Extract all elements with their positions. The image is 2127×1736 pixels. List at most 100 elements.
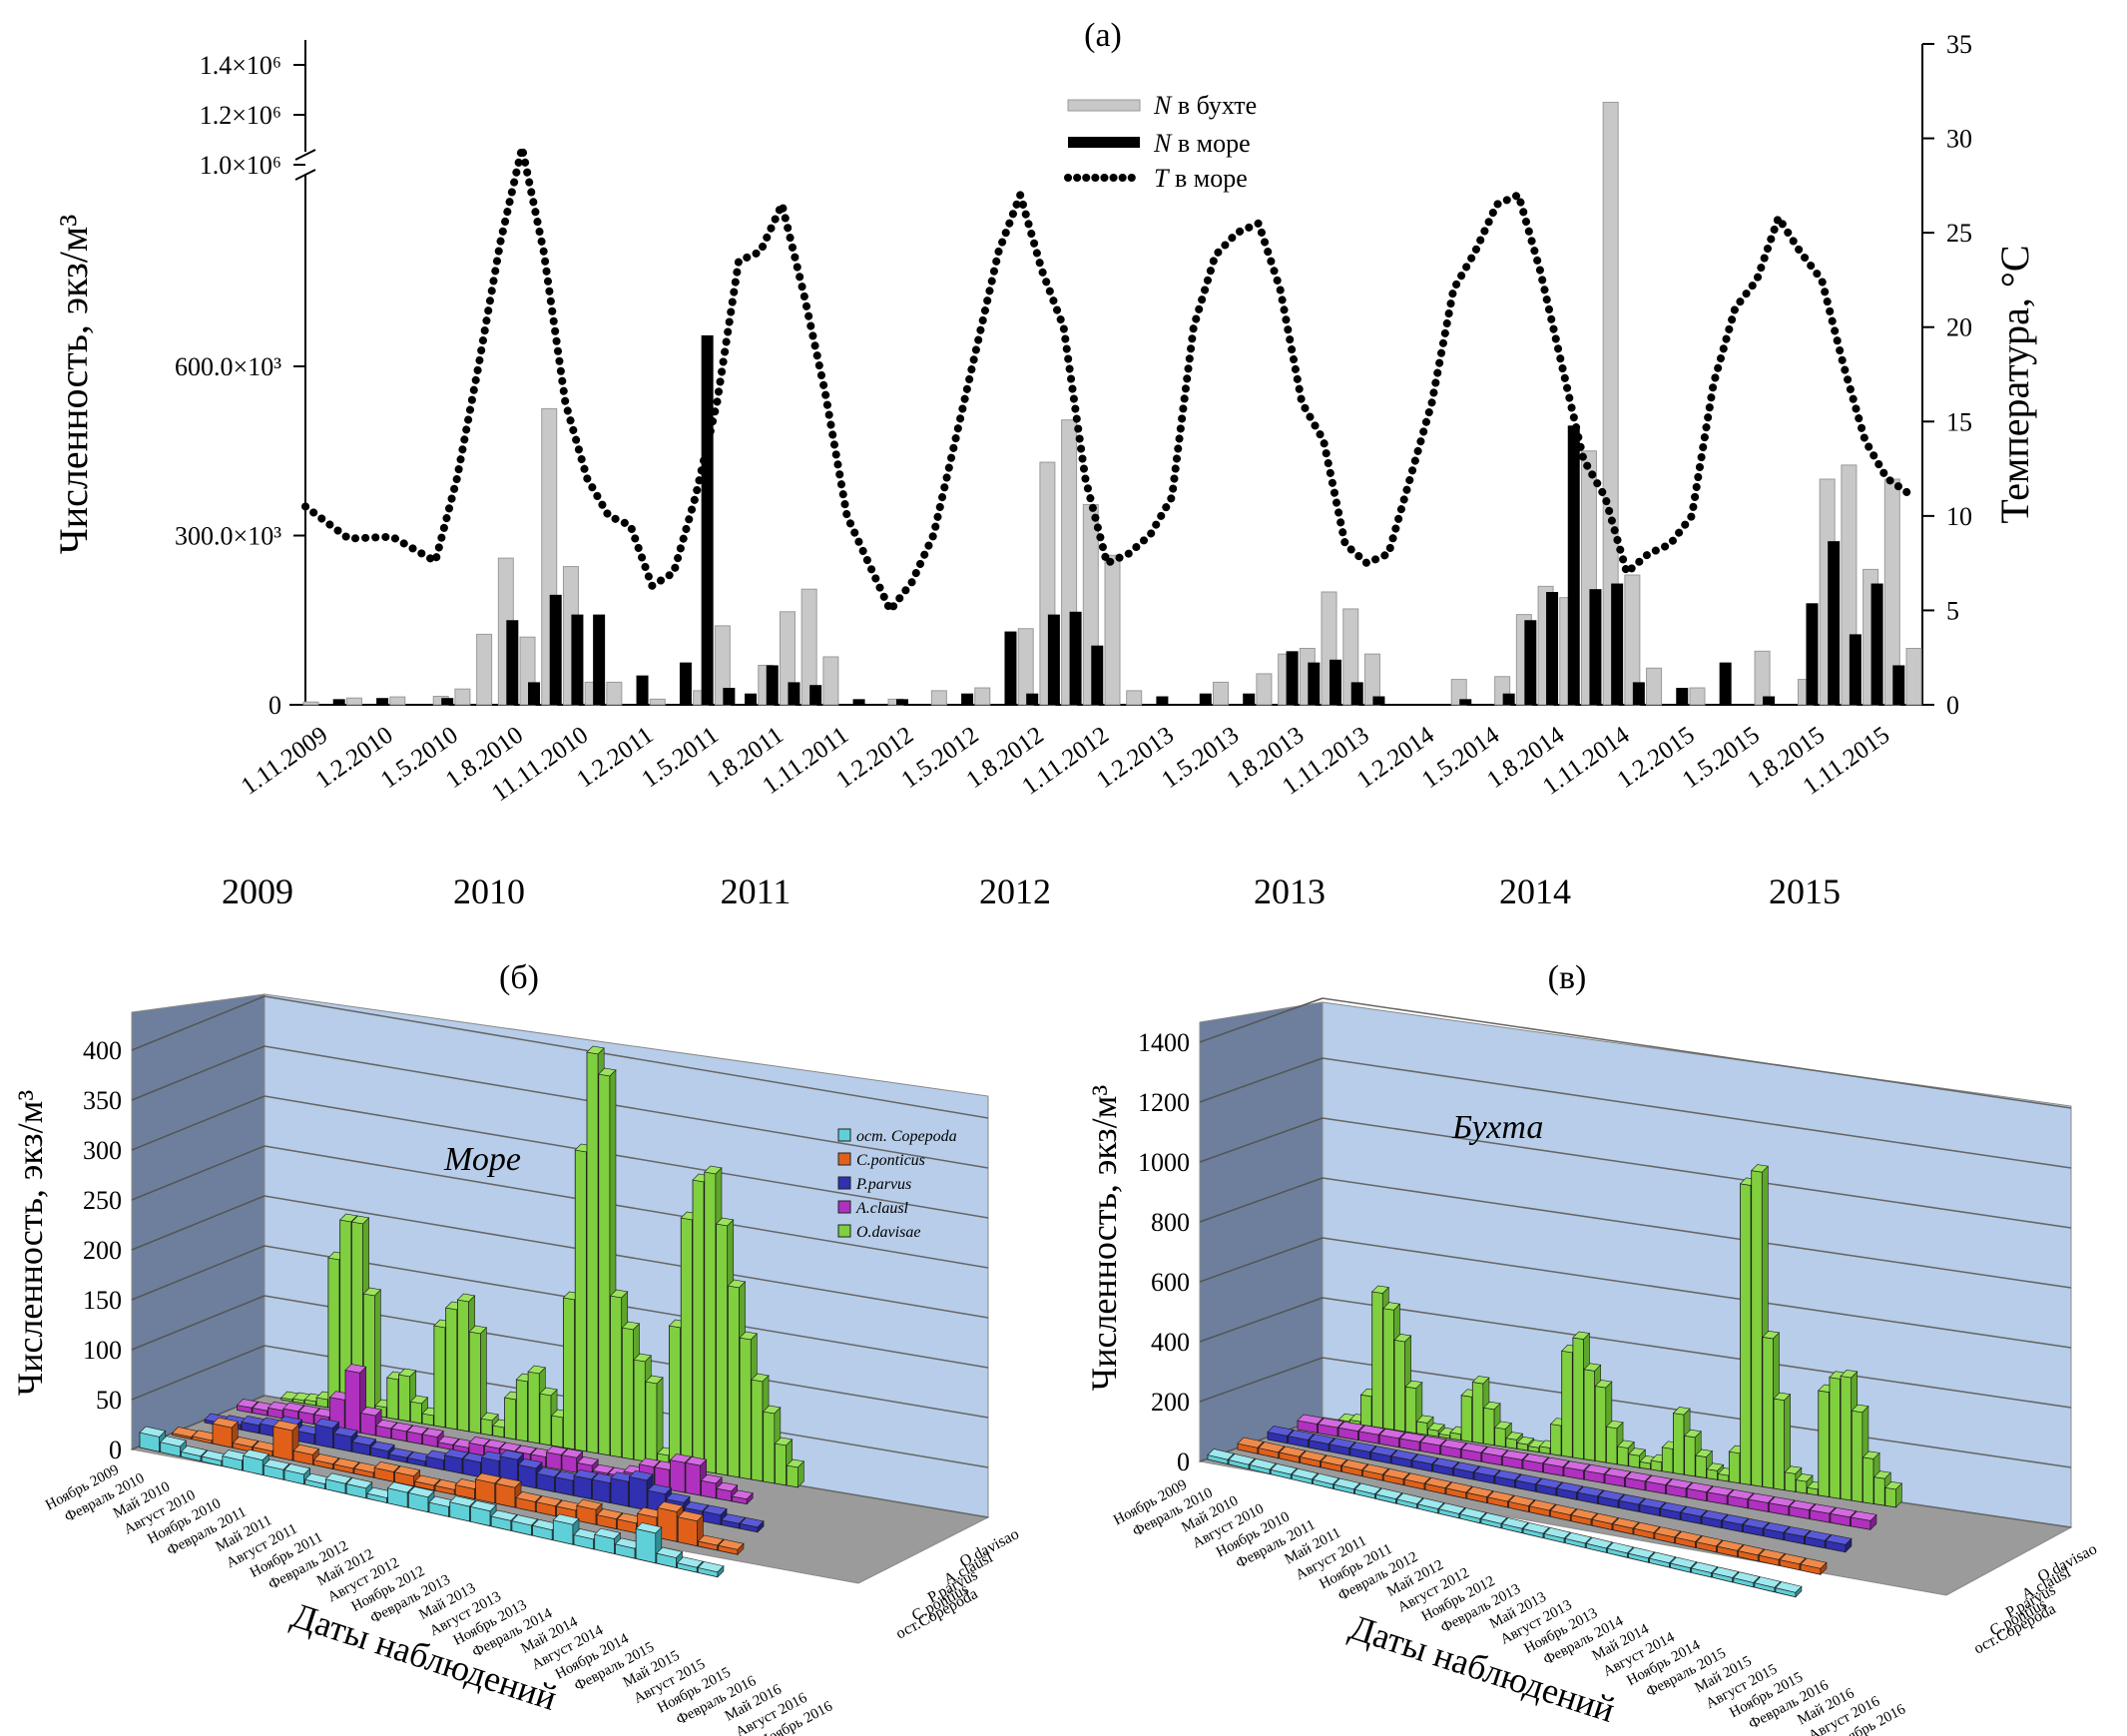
grid-line-side: [131, 1195, 266, 1251]
bar-3d-front: [1762, 1336, 1774, 1489]
panel-b-inner-title: Море: [443, 1141, 521, 1178]
bar-bay: [476, 633, 493, 706]
grid-line-side: [131, 1045, 266, 1101]
bar-3d-side: [1820, 1561, 1828, 1576]
y-tick-label: 400: [83, 1036, 122, 1065]
panel-a-legend: N в бухте N в море T в море: [1064, 91, 1257, 193]
bar-3d-front: [1862, 1456, 1874, 1504]
bar-sea: [1350, 682, 1363, 705]
bar-3d-front: [573, 1474, 592, 1500]
year-label: 2011: [721, 871, 792, 911]
bar-sea: [1611, 583, 1624, 705]
bar-3d-front: [1884, 1486, 1896, 1508]
panel-c-y-axis-label: Численность, экз/м³: [1084, 1085, 1124, 1392]
y-tick-label: 600.0×10³: [175, 352, 281, 381]
bar-3d-front: [1751, 1170, 1763, 1487]
bar-3d-front: [1572, 1337, 1584, 1460]
bar-3d-front: [386, 1377, 399, 1421]
bar-3d-front: [645, 1381, 658, 1464]
bar-sea: [745, 693, 758, 705]
grid-line-side: [1199, 1117, 1324, 1163]
legend-swatch-bay: [1067, 99, 1141, 112]
grid-line: [1322, 1297, 2072, 1409]
bar-3d-front: [598, 1073, 611, 1456]
bar-3d-front: [692, 1179, 705, 1472]
bar-3d-front: [1471, 1381, 1484, 1445]
bar-sea: [1004, 631, 1017, 705]
bar-3d-front: [551, 1415, 564, 1448]
bar-3d-front: [1393, 1339, 1406, 1433]
bar-3d-side: [746, 1491, 754, 1505]
legend-swatch: [837, 1200, 851, 1214]
bar-3d-front: [561, 1454, 578, 1473]
year-label: 2012: [979, 871, 1051, 911]
bar-3d-front: [1796, 1479, 1808, 1494]
panel-c-side-wall: [1199, 1001, 1324, 1462]
bar-3d-side: [757, 1520, 765, 1533]
bar-sea: [1763, 696, 1776, 705]
bar-sea: [1502, 693, 1515, 705]
bar-3d-front: [739, 1337, 752, 1480]
bar-bay: [779, 611, 796, 706]
y2-tick-label: 0: [1946, 691, 1959, 720]
bar-3d-front: [457, 1299, 470, 1433]
y-tick-label: 800: [1151, 1208, 1190, 1237]
bar-3d-side: [374, 1289, 381, 1417]
bar-3d-front: [1483, 1407, 1495, 1447]
bar-3d-front: [775, 1443, 788, 1486]
panel-c-title: (в): [1548, 959, 1587, 996]
grid-line: [264, 1145, 989, 1269]
bar-3d-side: [1845, 1537, 1853, 1553]
bar-3d-front: [1460, 1395, 1473, 1443]
bar-bay: [974, 687, 991, 706]
y-tick-label: 1400: [1138, 1028, 1190, 1057]
grid-line-side: [131, 1345, 266, 1401]
bar-sea: [1286, 651, 1299, 705]
bar-3d-front: [1684, 1435, 1696, 1477]
bar-3d-side: [717, 1565, 725, 1578]
y-tick-label: 50: [96, 1386, 122, 1415]
bar-3d-front: [1617, 1446, 1629, 1466]
bar-bay: [1213, 681, 1230, 706]
grid-line: [1322, 1177, 2072, 1289]
grid-line-side: [131, 1095, 266, 1151]
bar-3d-front: [504, 1397, 517, 1441]
temperature-line: [301, 147, 1912, 619]
bar-3d-front: [680, 1217, 693, 1470]
bar-bay: [1646, 667, 1663, 706]
bar-sea: [1199, 693, 1212, 705]
bar-sea: [1676, 688, 1689, 705]
y2-tick-label: 35: [1946, 30, 1972, 59]
bar-3d-side: [1869, 1513, 1877, 1531]
year-label: 2014: [1499, 871, 1571, 911]
bar-3d-front: [527, 1371, 540, 1445]
bar-sea: [1828, 541, 1841, 705]
bar-3d-side: [737, 1542, 745, 1556]
y-tick-label: 1000: [1138, 1148, 1190, 1177]
bar-3d-front: [1784, 1471, 1797, 1492]
bar-sea: [1589, 589, 1602, 705]
bar-3d-front: [1740, 1183, 1752, 1485]
y2-tick-label: 25: [1946, 219, 1972, 248]
bar-3d-front: [1583, 1369, 1596, 1461]
bar-sea: [1329, 659, 1342, 705]
y-tick-label: 300: [83, 1136, 122, 1165]
bar-sea: [809, 685, 822, 705]
y-tick-label: 1200: [1138, 1088, 1190, 1117]
bar-sea: [723, 688, 736, 705]
legend-label: P.parvus: [855, 1176, 911, 1193]
bar-3d-front: [1695, 1454, 1707, 1479]
y2-tick-label: 30: [1946, 125, 1972, 154]
y-tick-label: 400: [1151, 1328, 1190, 1357]
bar-3d-front: [685, 1461, 702, 1496]
bar-3d-front: [1873, 1476, 1885, 1506]
bar-sea: [506, 620, 519, 705]
bar-sea: [788, 682, 800, 705]
y2-tick-label: 10: [1946, 502, 1972, 531]
panel-a-axis-break-1: [294, 169, 316, 181]
bar-sea: [766, 665, 779, 705]
bar-sea: [1026, 693, 1039, 705]
bar-bay: [1624, 574, 1641, 706]
y-tick-label: 300.0×10³: [175, 522, 281, 551]
bar-3d-front: [344, 1370, 361, 1434]
